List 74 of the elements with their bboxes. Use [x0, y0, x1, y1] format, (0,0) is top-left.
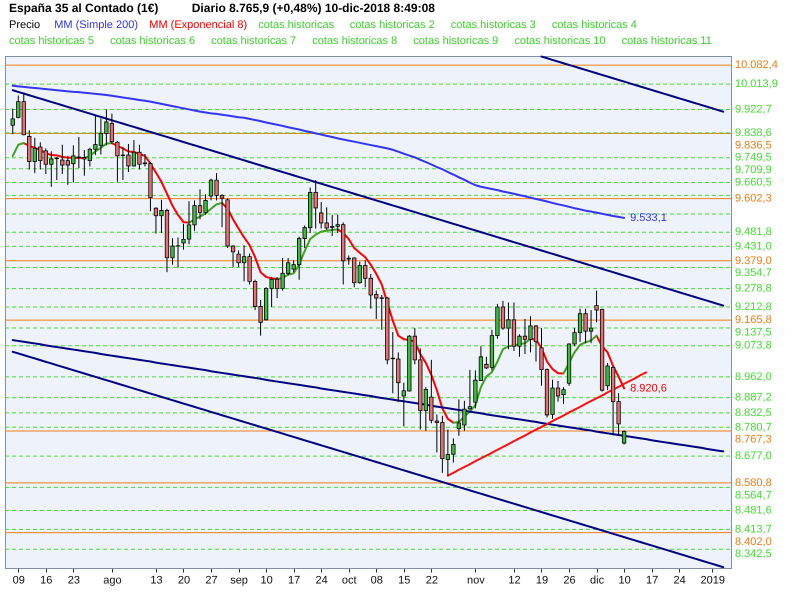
x-tick-label: 15 [398, 574, 410, 586]
ref-line-label: 8.780,7 [735, 421, 772, 434]
x-tick-label: 16 [40, 574, 52, 586]
candlestick [622, 430, 626, 445]
ref-line-label: 9.838,6 [735, 126, 772, 139]
ref-line-label: 8.481,6 [735, 504, 772, 517]
x-tick-label: 20 [178, 574, 190, 586]
text: cotas historicas [258, 19, 335, 31]
ref-line-label: 9.354,7 [735, 267, 772, 280]
x-tick-label: 17 [288, 574, 300, 586]
ref-line-label: 8.887,2 [735, 392, 772, 404]
candlestick [10, 108, 15, 135]
chart-title: España 35 al Contado (1€) [9, 1, 158, 15]
x-tick-label: 13 [150, 574, 163, 586]
ref-line-label: 9.922,7 [735, 104, 772, 116]
data-label: 9.533,1 [630, 212, 667, 224]
x-tick-label: 22 [426, 574, 438, 586]
ref-line-label: 9.660,5 [735, 176, 772, 189]
x-tick-label: 10 [618, 574, 631, 586]
x-tick-label: 08 [370, 574, 383, 586]
x-tick-label: 2019 [700, 574, 725, 586]
x-tick-label: oct [342, 574, 357, 586]
x-tick-label: dic [590, 574, 605, 586]
ref-line-label: 9.709,9 [735, 164, 772, 176]
x-tick-label: 12 [508, 574, 521, 586]
ref-line-label: 9.073,8 [735, 340, 772, 352]
ref-line-label: 9.165,8 [735, 314, 772, 326]
ref-line-label: 8.342,5 [735, 548, 772, 560]
text: cotas historicas 6 [110, 35, 196, 47]
ref-line-label: 8.580,8 [735, 476, 772, 489]
x-tick-label: 19 [536, 574, 548, 586]
ref-line-label: 9.212,8 [735, 301, 772, 314]
ref-line-label: 8.767,3 [735, 434, 772, 446]
text: cotas historicas 10 [514, 35, 606, 47]
ref-line-label: 8.413,7 [735, 523, 772, 536]
text: cotas historicas 9 [413, 35, 498, 47]
x-tick-label: nov [467, 574, 486, 586]
ref-line-label: 10.013,9 [735, 78, 778, 90]
text: cotas historicas 11 [622, 35, 712, 47]
text: Precio [9, 19, 40, 31]
ref-line-label: 9.602,3 [735, 192, 772, 205]
ref-line-label: 9.137,5 [735, 326, 772, 339]
text: cotas historicas 2 [350, 19, 435, 31]
x-tick-label: sep [230, 574, 248, 586]
x-tick-label: 23 [68, 574, 80, 586]
text: cotas historicas 4 [552, 19, 637, 31]
ref-line-label: 9.278,8 [735, 282, 772, 295]
x-tick-label: 27 [205, 574, 218, 586]
text: MM (Exponencial 8) [149, 19, 248, 31]
ref-line-label: 10.082,4 [735, 59, 778, 72]
x-tick-label: 10 [260, 574, 273, 586]
text: cotas historicas 8 [312, 35, 398, 47]
x-tick-label: 26 [563, 574, 576, 586]
ref-line-label: 9.749,5 [735, 152, 772, 164]
ref-line-label: 8.402,0 [735, 536, 772, 548]
ref-line-label: 8.832,5 [735, 406, 772, 419]
x-tick-label: 24 [316, 574, 328, 586]
ref-line-label: 9.431,0 [735, 240, 772, 252]
chart-subtitle: Diario 8.765,9 (+0,48%) 10-dic-2018 8:49:08 [192, 1, 436, 15]
text: cotas historicas 7 [211, 35, 296, 47]
x-tick-label: 24 [674, 574, 686, 586]
ref-line-label: 9.379,0 [735, 254, 772, 267]
x-tick-label: 17 [646, 574, 658, 586]
ref-line-label: 9.836,5 [735, 139, 772, 152]
text: cotas historicas 3 [450, 19, 536, 31]
x-tick-label: ago [103, 574, 122, 586]
ref-line-label: 8.677,0 [735, 450, 772, 462]
text: cotas historicas 5 [9, 35, 94, 47]
data-label: 8.920,6 [630, 382, 667, 394]
ref-line-label: 9.481,8 [735, 226, 772, 238]
text: MM (Simple 200) [54, 19, 138, 31]
x-tick-label: 09 [12, 574, 25, 586]
ref-line-label: 8.564,7 [735, 489, 772, 502]
ref-line-label: 8.962,0 [735, 370, 772, 383]
